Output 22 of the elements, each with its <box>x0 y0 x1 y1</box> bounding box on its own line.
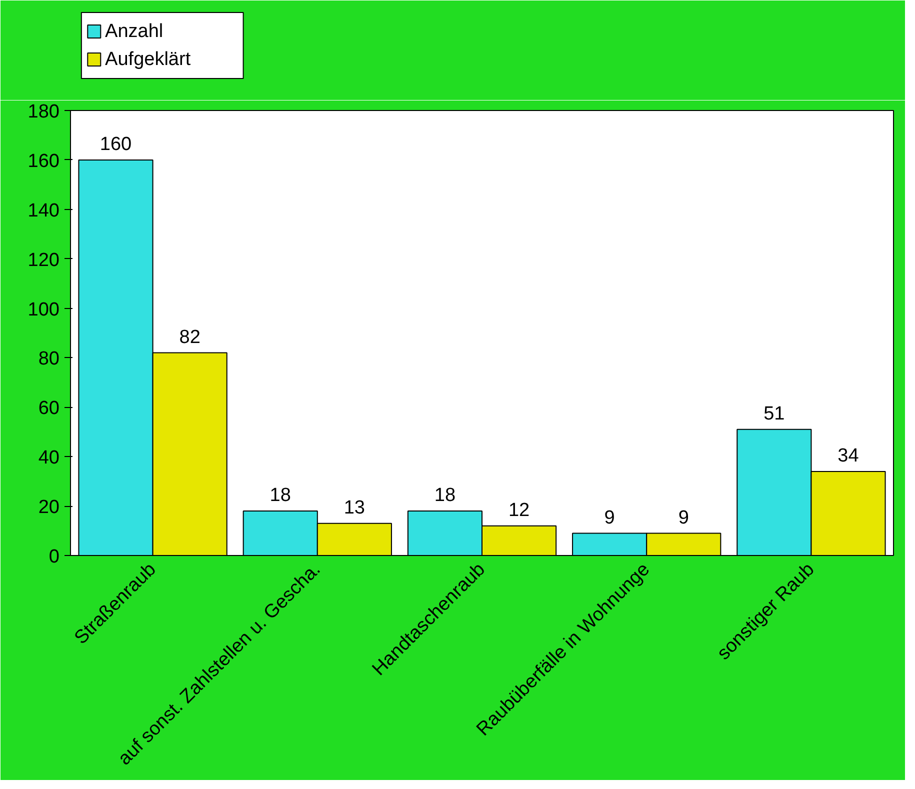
legend-label: Anzahl <box>105 21 164 42</box>
y-tick-label: 140 <box>28 200 60 222</box>
y-tick-label: 180 <box>28 102 60 122</box>
data-label: 82 <box>179 326 200 348</box>
y-tick-label: 20 <box>38 497 60 518</box>
data-label: 9 <box>604 507 615 528</box>
data-label: 12 <box>508 500 530 521</box>
data-label: 160 <box>100 134 132 155</box>
y-tick-label: 100 <box>28 299 60 320</box>
y-tick-label: 120 <box>28 250 60 271</box>
data-label: 51 <box>764 403 785 424</box>
y-tick-label: 160 <box>28 150 60 172</box>
y-tick-label: 80 <box>38 348 60 370</box>
data-label: 18 <box>434 485 456 506</box>
y-tick-label: 0 <box>48 546 60 568</box>
legend-label: Aufgeklärt <box>105 49 192 70</box>
data-label: 9 <box>678 507 689 528</box>
y-tick-label: 40 <box>38 448 60 469</box>
data-label: 18 <box>270 485 291 506</box>
y-tick-label: 60 <box>38 398 60 420</box>
data-label: 34 <box>838 445 860 466</box>
data-label: 13 <box>344 497 366 518</box>
